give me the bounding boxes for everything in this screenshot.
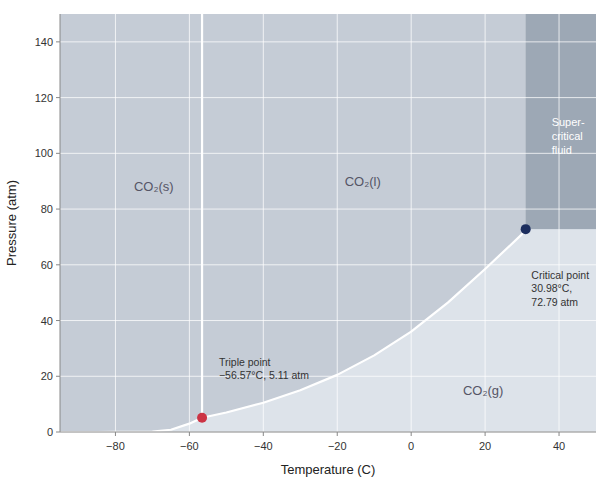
y-tick xyxy=(56,320,60,321)
region-label: CO₂(l) xyxy=(345,174,381,189)
x-tick xyxy=(337,432,338,436)
y-tick xyxy=(56,209,60,210)
grid-line-y xyxy=(60,41,596,42)
y-tick-label: 20 xyxy=(41,370,53,382)
region-label-line: CO₂(g) xyxy=(463,383,503,398)
region-label: CO₂(s) xyxy=(134,179,174,194)
phase-point xyxy=(197,413,207,423)
grid-line-y xyxy=(60,376,596,377)
y-tick-label: 120 xyxy=(35,92,53,104)
region-supercritical xyxy=(526,14,596,229)
region-label: Super-critical fluid xyxy=(552,116,585,156)
grid-line-y xyxy=(60,320,596,321)
axes: −80 −60 −40 −20 0 20 40 0 20 40 60 80 100 120 140 xyxy=(35,14,596,452)
phase-boundary xyxy=(60,418,202,432)
grid-line-y xyxy=(60,264,596,265)
y-tick xyxy=(56,41,60,42)
plot-area xyxy=(60,14,596,432)
grid-line-x xyxy=(189,14,190,432)
grid-line-y xyxy=(60,153,596,154)
x-tick-label: −60 xyxy=(180,440,199,452)
grid-line-y xyxy=(60,209,596,210)
region-label-line: Super- xyxy=(552,116,585,128)
x-tick xyxy=(559,432,560,436)
grid-line-y xyxy=(60,97,596,98)
region-label-line: fluid xyxy=(552,144,572,156)
x-tick-label: −20 xyxy=(328,440,347,452)
x-tick xyxy=(485,432,486,436)
point-label-line: −56.57°C, 5.11 atm xyxy=(219,369,309,381)
y-tick-label: 100 xyxy=(35,147,53,159)
x-tick xyxy=(115,432,116,436)
phase-point xyxy=(521,224,531,234)
y-tick-label: 80 xyxy=(41,203,53,215)
region-label-line: critical xyxy=(552,130,583,142)
grid-line-x xyxy=(411,14,412,432)
fusion-line xyxy=(201,14,203,418)
point-label: Triple point−56.57°C, 5.11 atm xyxy=(219,356,309,381)
region-solid-liquid xyxy=(60,14,596,432)
point-label-line: Triple point xyxy=(219,356,271,368)
point-label-line: 72.79 atm xyxy=(531,296,578,308)
x-axis-line xyxy=(60,432,596,433)
x-axis-label: Temperature (C) xyxy=(281,462,376,477)
grid-line-x xyxy=(115,14,116,432)
x-tick xyxy=(263,432,264,436)
grid-line-y xyxy=(60,432,596,433)
y-tick xyxy=(56,376,60,377)
grid-line-x xyxy=(559,14,560,432)
x-tick-label: 40 xyxy=(553,440,565,452)
grid-line-x xyxy=(337,14,338,432)
y-tick-label: 60 xyxy=(41,259,53,271)
x-tick xyxy=(411,432,412,436)
x-tick xyxy=(189,432,190,436)
point-label-line: Critical point xyxy=(531,269,589,281)
y-tick xyxy=(56,153,60,154)
y-tick xyxy=(56,432,60,433)
y-tick xyxy=(56,264,60,265)
y-tick xyxy=(56,97,60,98)
region-label-line: CO₂(l) xyxy=(345,174,381,189)
point-label-line: 30.98°C, xyxy=(531,282,572,294)
region-gas xyxy=(60,229,596,432)
y-tick-label: 0 xyxy=(47,426,53,438)
y-axis-line xyxy=(60,14,61,432)
y-tick-label: 140 xyxy=(35,36,53,48)
chart: −80 −60 −40 −20 0 20 40 0 20 40 60 80 100 120 140 Tempe… xyxy=(0,0,612,484)
x-tick-label: 0 xyxy=(408,440,414,452)
phase-boundary xyxy=(202,229,526,418)
region-label-line: CO₂(s) xyxy=(134,179,174,194)
y-axis-label: Pressure (atm) xyxy=(4,180,19,266)
region-label: CO₂(g) xyxy=(463,383,503,398)
x-tick-label: −40 xyxy=(254,440,273,452)
grid-line-x xyxy=(485,14,486,432)
x-tick-label: −80 xyxy=(106,440,125,452)
x-tick-label: 20 xyxy=(479,440,491,452)
y-tick-label: 40 xyxy=(41,315,53,327)
point-label: Critical point30.98°C, 72.79 atm xyxy=(531,269,589,307)
